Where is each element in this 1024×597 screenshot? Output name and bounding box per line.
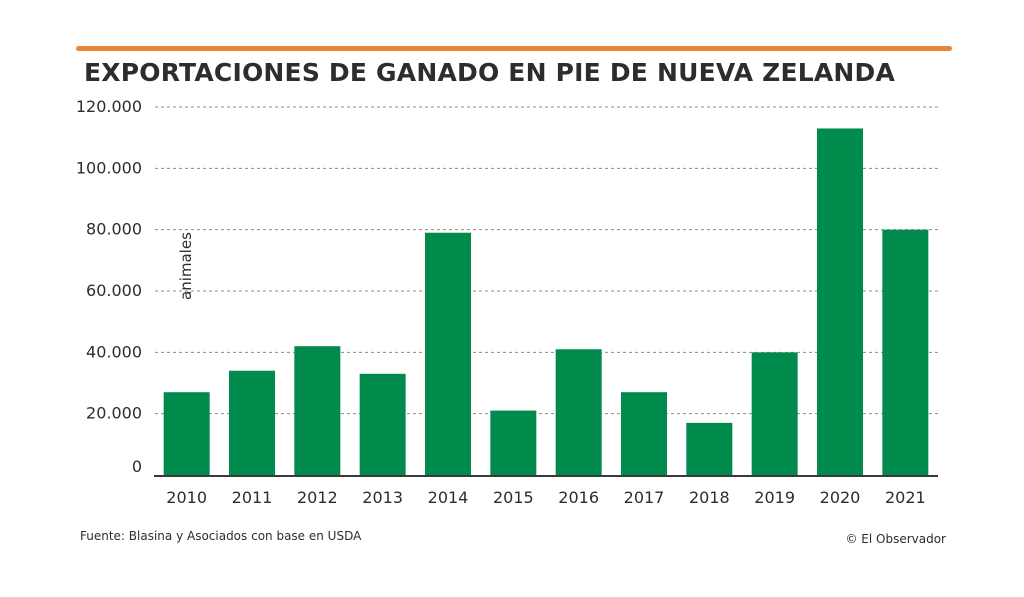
chart-title: EXPORTACIONES DE GANADO EN PIE DE NUEVA …	[84, 58, 896, 87]
x-tick-label: 2021	[885, 488, 926, 507]
y-tick-label: 80.000	[86, 220, 142, 239]
x-tick-label: 2010	[166, 488, 207, 507]
y-tick-label: 100.000	[76, 158, 142, 177]
x-tick-label: 2014	[428, 488, 469, 507]
x-tick-label: 2016	[558, 488, 599, 507]
x-tick-label: 2017	[624, 488, 665, 507]
x-axis-ticks: 2010 2011 2012 2013 2014 2015 2016 2017 2018 2019…	[166, 488, 925, 507]
x-tick-label: 2020	[820, 488, 861, 507]
gridlines	[155, 106, 938, 415]
y-tick-label: 40.000	[86, 342, 142, 361]
credit-note: © El Observador	[845, 532, 946, 546]
x-tick-label: 2011	[232, 488, 273, 507]
x-tick-label: 2013	[362, 488, 403, 507]
x-tick-label: 2019	[754, 488, 795, 507]
bar-2013	[359, 373, 406, 475]
bar-2011	[229, 370, 275, 475]
bar-2018	[686, 422, 733, 475]
bar-2019	[751, 352, 798, 475]
bar-2014	[425, 232, 471, 475]
y-tick-label: 0	[132, 457, 142, 476]
bars	[163, 128, 929, 475]
x-tick-label: 2012	[297, 488, 338, 507]
title-accent-rule	[76, 46, 952, 51]
bar-2016	[555, 349, 602, 475]
bar-2020	[817, 128, 863, 475]
bar-2010	[163, 392, 210, 475]
source-note: Fuente: Blasina y Asociados con base en …	[80, 529, 362, 543]
x-tick-label: 2015	[493, 488, 534, 507]
bar-2017	[621, 392, 667, 475]
y-tick-label: 120.000	[76, 97, 142, 116]
x-tick-label: 2018	[689, 488, 730, 507]
bar-2012	[294, 346, 341, 475]
y-axis-label: animales	[177, 232, 195, 300]
bar-2015	[490, 410, 537, 475]
bar-2021	[882, 229, 929, 475]
y-axis-ticks: 0 20.000 40.000 60.000 80.000 100.000 120.000	[76, 97, 142, 476]
y-tick-label: 20.000	[86, 404, 142, 423]
y-tick-label: 60.000	[86, 281, 142, 300]
